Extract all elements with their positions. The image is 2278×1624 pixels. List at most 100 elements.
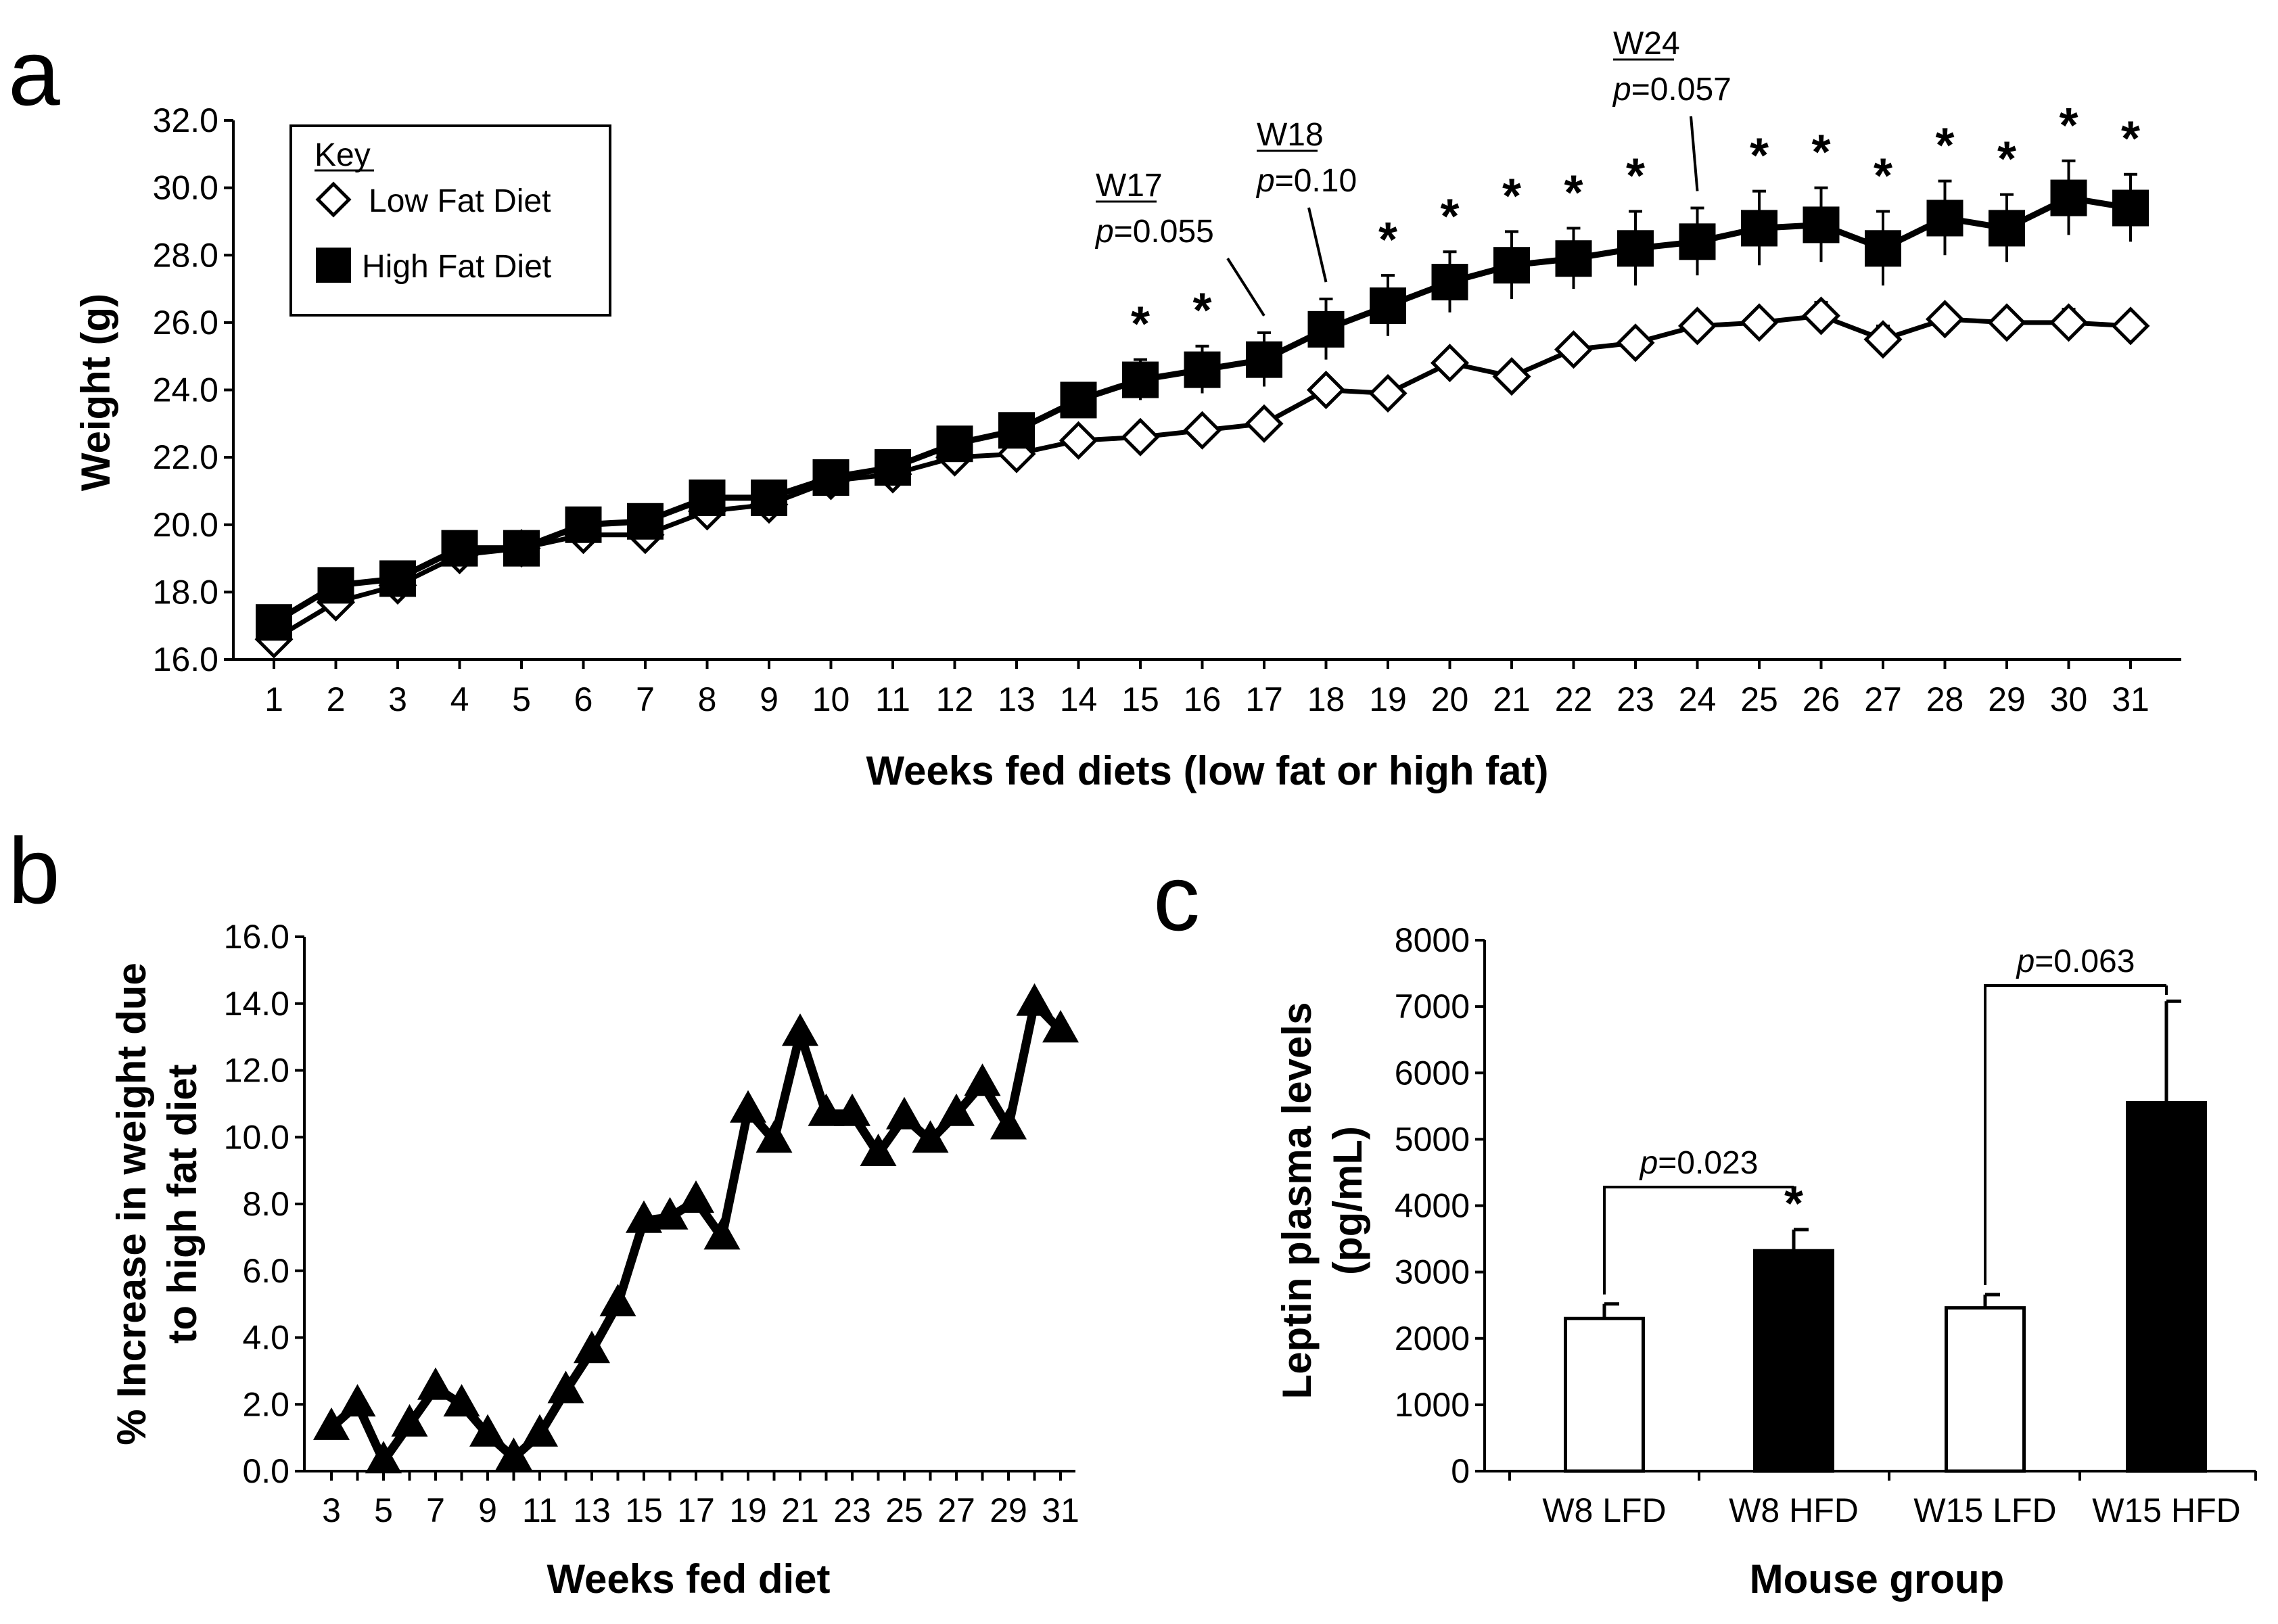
c-significance-star: * — [1784, 1177, 1803, 1231]
c-y-tick-label: 3000 — [1395, 1253, 1470, 1291]
a-high-fat-point — [2050, 179, 2087, 216]
b-data-point — [1016, 983, 1053, 1016]
b-data-point — [1042, 1010, 1079, 1043]
a-x-tick-label: 6 — [574, 680, 593, 718]
a-low-fat-point — [1740, 303, 1779, 342]
b-data-point — [990, 1107, 1027, 1140]
a-annotation-p-value-p: p — [1255, 163, 1275, 199]
a-significance-star: * — [1935, 119, 1954, 173]
a-annotation-leader-line — [1690, 116, 1699, 191]
a-high-fat-point — [812, 459, 850, 496]
b-x-tick-label: 31 — [1042, 1491, 1079, 1529]
c-bar — [1564, 1316, 1645, 1473]
a-x-tick-label: 16 — [1184, 680, 1222, 718]
a-y-tick-label: 30.0 — [153, 169, 218, 207]
a-annotation-week-label: W17 — [1096, 168, 1163, 204]
a-low-fat-point — [1059, 421, 1098, 460]
c-y-axis-title-line2: (pg/mL) — [1325, 1126, 1370, 1275]
b-x-tick-label: 13 — [573, 1491, 611, 1529]
c-y-tick-label: 8000 — [1395, 921, 1470, 959]
a-x-tick-label: 13 — [998, 680, 1036, 718]
a-annotation-p-value-p: p — [1094, 214, 1114, 250]
a-y-tick-label: 28.0 — [153, 236, 218, 274]
a-low-fat-point — [1616, 323, 1655, 363]
a-significance-star: * — [2059, 99, 2078, 153]
a-high-fat-point — [1184, 351, 1221, 388]
a-high-fat-point — [1060, 381, 1097, 419]
a-significance-star: * — [1440, 189, 1459, 243]
b-y-tick-label: 10.0 — [224, 1118, 289, 1156]
c-category-label: W8 HFD — [1729, 1491, 1859, 1529]
a-x-tick-label: 26 — [1803, 680, 1840, 718]
a-annotation-leader-line — [1307, 207, 1328, 283]
a-x-tick-label: 24 — [1679, 680, 1717, 718]
b-data-point — [417, 1367, 454, 1400]
a-y-tick-label: 26.0 — [153, 304, 218, 342]
a-x-tick-label: 5 — [512, 680, 531, 718]
a-y-tick-label: 32.0 — [153, 101, 218, 139]
b-x-tick-label: 5 — [374, 1491, 393, 1529]
a-low-fat-point — [2111, 306, 2150, 346]
b-x-tick-label: 21 — [781, 1491, 819, 1529]
a-x-axis-title: Weeks fed diets (low fat or high fat) — [866, 748, 1549, 793]
a-annotation-p-value-p: p — [1612, 72, 1631, 108]
b-data-point — [443, 1384, 480, 1417]
a-x-tick-label: 1 — [264, 680, 283, 718]
a-high-fat-point — [751, 479, 787, 516]
a-y-tick-label: 20.0 — [153, 506, 218, 544]
a-significance-star: * — [2121, 112, 2140, 166]
a-high-fat-point — [1865, 230, 1901, 267]
a-low-fat-point — [1182, 411, 1222, 450]
a-high-fat-point — [1617, 230, 1654, 267]
c-y-tick-label: 1000 — [1395, 1386, 1470, 1424]
a-x-tick-label: 9 — [760, 680, 778, 718]
a-x-tick-label: 25 — [1740, 680, 1778, 718]
b-data-point — [469, 1414, 506, 1447]
b-y-tick-label: 12.0 — [224, 1052, 289, 1090]
a-high-fat-point — [1493, 247, 1530, 284]
a-high-fat-point — [1431, 264, 1468, 301]
a-high-fat-point — [565, 506, 602, 543]
c-bar — [1753, 1249, 1834, 1473]
a-high-fat-point — [1679, 223, 1716, 260]
b-data-point — [756, 1120, 793, 1153]
a-high-fat-point — [1246, 341, 1282, 378]
a-annotation-p-value: p=0.055 — [1094, 214, 1214, 250]
c-y-tick-label: 6000 — [1395, 1054, 1470, 1092]
c-bar — [2126, 1100, 2207, 1473]
a-low-fat-point — [1677, 306, 1717, 346]
a-legend-low-fat-label: Low Fat Diet — [369, 183, 551, 219]
a-x-tick-label: 19 — [1369, 680, 1407, 718]
a-low-fat-point — [1554, 330, 1594, 369]
panel-b-percent-increase-chart: 0.0 2.0 4.0 6.0 8.0 10.0 12.0 14.0 16.0 3 5 7 9 11 13 1… — [109, 918, 1079, 1602]
a-high-fat-point — [379, 560, 416, 597]
b-y-tick-label: 2.0 — [242, 1385, 289, 1423]
a-high-fat-point — [689, 479, 726, 516]
panel-letter-a: a — [8, 21, 60, 125]
a-significance-star: * — [1750, 129, 1769, 183]
b-x-tick-label: 23 — [833, 1491, 871, 1529]
a-annotation-p-value-value: =0.057 — [1631, 72, 1731, 108]
b-y-tick-label: 6.0 — [242, 1252, 289, 1290]
b-x-tick-label: 17 — [677, 1491, 715, 1529]
a-high-fat-point — [1989, 210, 2025, 247]
b-data-point — [599, 1284, 636, 1317]
c-significance-p-value-p: p — [2016, 944, 2035, 979]
c-y-tick-label: 5000 — [1395, 1120, 1470, 1158]
a-annotation-p-value: p=0.10 — [1255, 163, 1357, 199]
a-x-tick-label: 23 — [1617, 680, 1654, 718]
b-data-point — [626, 1200, 662, 1233]
b-data-point — [703, 1217, 741, 1250]
b-x-tick-label: 15 — [625, 1491, 663, 1529]
a-significance-star: * — [1997, 133, 2016, 187]
c-significance-p-value: p=0.023 — [1639, 1145, 1759, 1181]
a-low-fat-point — [1368, 373, 1408, 413]
a-x-tick-label: 3 — [388, 680, 407, 718]
a-low-fat-point — [1492, 357, 1531, 396]
a-high-fat-point — [875, 449, 911, 486]
a-low-fat-point — [1430, 344, 1470, 383]
a-high-fat-point — [2112, 189, 2149, 227]
b-data-point — [808, 1093, 845, 1126]
b-data-point — [574, 1330, 610, 1364]
